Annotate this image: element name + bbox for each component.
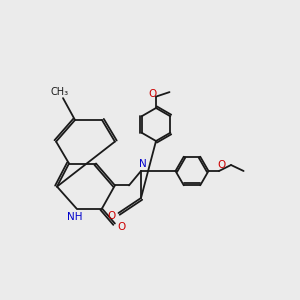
Text: O: O bbox=[108, 211, 116, 221]
Text: CH₃: CH₃ bbox=[51, 87, 69, 97]
Text: N: N bbox=[139, 159, 146, 170]
Text: NH: NH bbox=[67, 212, 83, 222]
Text: O: O bbox=[117, 221, 126, 232]
Text: O: O bbox=[217, 160, 225, 170]
Text: O: O bbox=[148, 88, 157, 99]
